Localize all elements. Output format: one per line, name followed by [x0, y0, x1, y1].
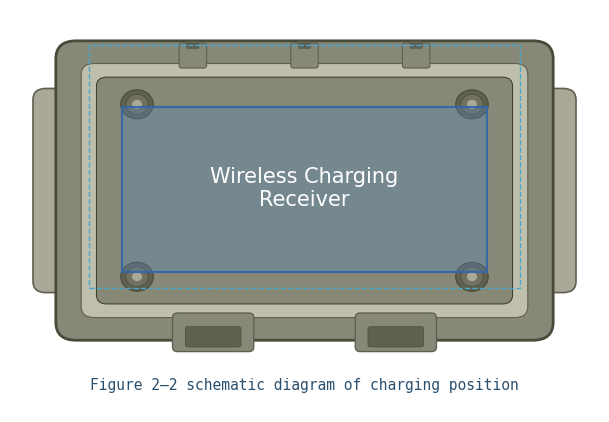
FancyBboxPatch shape [355, 313, 437, 352]
FancyBboxPatch shape [187, 41, 199, 49]
Circle shape [467, 100, 477, 109]
FancyBboxPatch shape [291, 43, 319, 68]
Circle shape [121, 262, 153, 291]
FancyBboxPatch shape [500, 89, 576, 292]
Text: Figure 2–2 schematic diagram of charging position: Figure 2–2 schematic diagram of charging… [90, 378, 519, 393]
Circle shape [456, 262, 488, 291]
FancyBboxPatch shape [185, 327, 241, 347]
FancyBboxPatch shape [56, 41, 553, 340]
FancyBboxPatch shape [179, 43, 206, 68]
FancyBboxPatch shape [96, 77, 513, 304]
Bar [122, 107, 487, 272]
Circle shape [132, 100, 142, 109]
Circle shape [126, 95, 148, 114]
Circle shape [461, 267, 483, 287]
Text: Wireless Charging
Receiver: Wireless Charging Receiver [210, 167, 399, 210]
Circle shape [467, 272, 477, 281]
FancyBboxPatch shape [403, 43, 430, 68]
Circle shape [132, 272, 142, 281]
Bar [89, 45, 520, 288]
FancyBboxPatch shape [298, 41, 311, 49]
FancyBboxPatch shape [410, 41, 422, 49]
FancyBboxPatch shape [81, 63, 528, 317]
Circle shape [126, 267, 148, 287]
Circle shape [461, 95, 483, 114]
Bar [122, 107, 487, 272]
Circle shape [456, 90, 488, 119]
Circle shape [121, 90, 153, 119]
FancyBboxPatch shape [368, 327, 424, 347]
FancyBboxPatch shape [33, 89, 109, 292]
FancyBboxPatch shape [172, 313, 254, 352]
